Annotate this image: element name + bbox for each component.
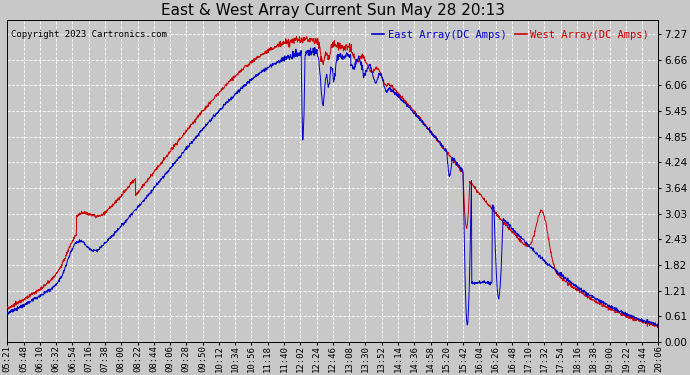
Title: East & West Array Current Sun May 28 20:13: East & West Array Current Sun May 28 20:… [161,3,505,18]
Legend: East Array(DC Amps), West Array(DC Amps): East Array(DC Amps), West Array(DC Amps) [368,26,653,44]
Text: Copyright 2023 Cartronics.com: Copyright 2023 Cartronics.com [10,30,166,39]
